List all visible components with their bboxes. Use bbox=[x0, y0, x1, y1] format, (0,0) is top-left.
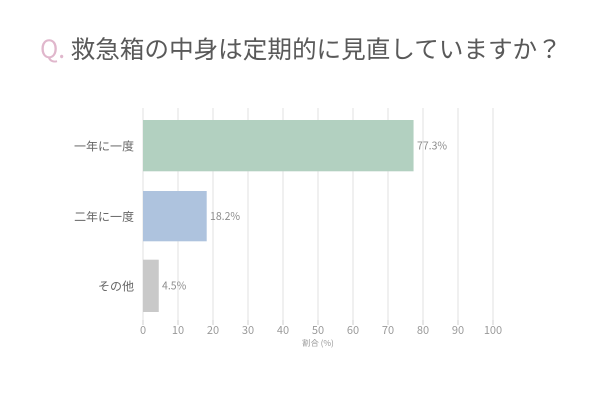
svg-text:その他: その他 bbox=[98, 278, 134, 295]
svg-text:割合 (%): 割合 (%) bbox=[302, 337, 334, 349]
svg-text:70: 70 bbox=[382, 322, 394, 338]
svg-text:一年に一度: 一年に一度 bbox=[74, 138, 134, 155]
svg-text:90: 90 bbox=[452, 322, 464, 338]
svg-text:10: 10 bbox=[172, 322, 184, 338]
svg-text:60: 60 bbox=[347, 322, 359, 338]
svg-text:40: 40 bbox=[277, 322, 289, 338]
svg-text:4.5%: 4.5% bbox=[162, 279, 187, 294]
svg-text:77.3%: 77.3% bbox=[417, 139, 447, 154]
svg-text:50: 50 bbox=[312, 322, 324, 338]
svg-text:20: 20 bbox=[207, 322, 219, 338]
svg-text:80: 80 bbox=[417, 322, 429, 338]
svg-text:0: 0 bbox=[140, 322, 146, 338]
svg-text:二年に一度: 二年に一度 bbox=[74, 208, 134, 225]
svg-text:18.2%: 18.2% bbox=[210, 209, 240, 224]
svg-text:100: 100 bbox=[484, 322, 502, 338]
svg-text:30: 30 bbox=[242, 322, 254, 338]
